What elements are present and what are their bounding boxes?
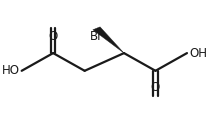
Text: O: O (151, 81, 160, 94)
Polygon shape (93, 27, 124, 53)
Text: O: O (49, 30, 58, 42)
Text: Br: Br (90, 30, 103, 42)
Text: HO: HO (2, 64, 20, 77)
Text: OH: OH (189, 47, 207, 60)
